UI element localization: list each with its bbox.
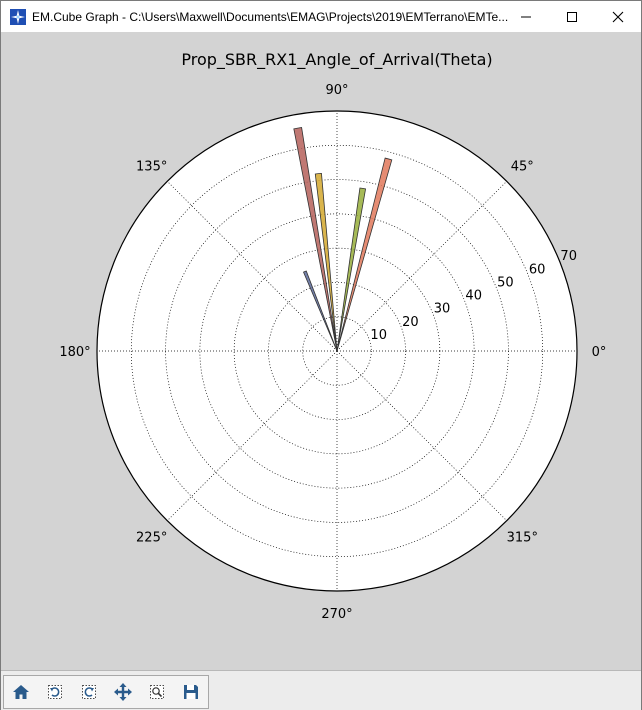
radial-grid-circle <box>302 316 372 386</box>
navigation-toolbar <box>1 670 641 710</box>
polar-bar <box>302 270 338 352</box>
radial-grid-circle <box>268 282 406 420</box>
undo-icon <box>48 685 62 699</box>
title-bar[interactable]: EM.Cube Graph - C:\Users\Maxwell\Documen… <box>1 1 641 32</box>
forward-button[interactable] <box>74 678 104 706</box>
radial-tick-label: 10 <box>370 328 387 343</box>
move-arrows-icon <box>114 683 132 701</box>
app-icon <box>10 8 26 25</box>
polar-bar <box>336 187 367 352</box>
angle-tick-label: 270° <box>321 607 352 622</box>
tick-labels: 0° 45° 90° 135° 180° 225° 270° 315° 10 20 30 40 50 60… <box>59 83 606 622</box>
plot-area[interactable]: Prop_SBR_RX1_Angle_of_Arrival(Theta) 0° 4… <box>1 32 641 670</box>
angle-tick-label: 45° <box>511 160 534 175</box>
angular-grid-line <box>336 350 507 521</box>
polar-bar <box>293 127 338 352</box>
close-icon <box>612 11 624 22</box>
save-button[interactable] <box>176 678 206 706</box>
chart-title: Prop_SBR_RX1_Angle_of_Arrival(Theta) <box>181 50 492 70</box>
radial-tick-label: 20 <box>402 315 419 330</box>
floppy-disk-icon <box>184 685 198 699</box>
polar-axes-frame <box>96 110 578 592</box>
angle-tick-label: 315° <box>507 530 538 545</box>
zoom-icon <box>150 685 164 699</box>
polar-bar <box>336 157 393 352</box>
pan-button[interactable] <box>108 678 138 706</box>
angle-tick-label: 225° <box>136 530 167 545</box>
angle-tick-label: 180° <box>59 345 90 360</box>
redo-icon <box>82 685 96 699</box>
back-button[interactable] <box>40 678 70 706</box>
angular-grid-line <box>167 181 338 352</box>
zoom-button[interactable] <box>142 678 172 706</box>
angle-tick-label: 90° <box>325 83 348 98</box>
polar-chart[interactable]: Prop_SBR_RX1_Angle_of_Arrival(Theta) 0° 4… <box>1 32 641 670</box>
maximize-button[interactable] <box>549 1 595 32</box>
home-icon <box>13 685 29 699</box>
angle-tick-label: 0° <box>592 345 607 360</box>
close-button[interactable] <box>595 1 641 32</box>
radial-tick-label: 60 <box>529 262 546 277</box>
radial-grid-circle <box>199 213 475 489</box>
home-button[interactable] <box>6 678 36 706</box>
maximize-icon <box>567 11 577 22</box>
radial-tick-label: 30 <box>434 302 451 317</box>
radial-tick-label: 70 <box>560 249 577 264</box>
polar-bar <box>314 172 338 352</box>
radial-grid-circle <box>130 144 544 558</box>
minimize-icon <box>521 16 531 17</box>
window-title: EM.Cube Graph - C:\Users\Maxwell\Documen… <box>32 9 509 24</box>
polar-grid <box>97 111 577 591</box>
angular-grid-line <box>336 181 507 352</box>
bar-series <box>293 127 393 352</box>
minimize-button[interactable] <box>503 1 549 32</box>
radial-tick-label: 40 <box>465 289 482 304</box>
angular-grid-line <box>167 350 338 521</box>
toolbar-button-group <box>3 675 209 709</box>
radial-tick-label: 50 <box>497 275 514 290</box>
angle-tick-label: 135° <box>136 160 167 175</box>
